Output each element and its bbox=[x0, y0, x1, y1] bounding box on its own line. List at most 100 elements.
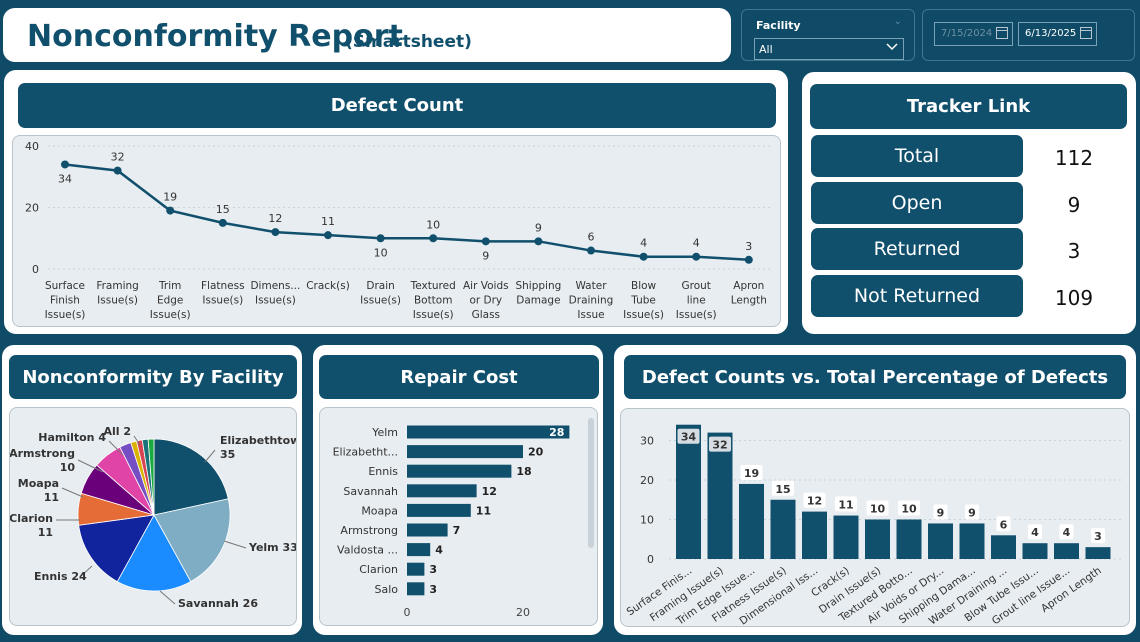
slice-label: Ennis 24 bbox=[34, 570, 87, 583]
facility-pie-chart: Elizabethtown35 Yelm 33 Savannah 26 Ennis 2… bbox=[9, 425, 308, 610]
data-label: 4 bbox=[1063, 526, 1071, 539]
data-label-bg bbox=[866, 500, 889, 516]
slice-label: Elizabethtown35 bbox=[220, 434, 296, 461]
repair-cost-panel: Repair Cost 0 20 Yelm 28 Elizabetht... 20 Enni… bbox=[313, 345, 603, 635]
bar bbox=[896, 519, 922, 559]
data-point bbox=[113, 166, 122, 175]
slice-label: Hamilton 4 bbox=[38, 431, 106, 444]
open-value: 9 bbox=[1067, 193, 1081, 217]
y-tick-label: 10 bbox=[640, 514, 654, 527]
x-tick-label: Drain Issue(s) bbox=[360, 280, 401, 307]
total-button[interactable]: Total bbox=[811, 135, 1023, 177]
bar bbox=[1022, 543, 1048, 559]
data-point bbox=[166, 206, 175, 215]
calendar-icon[interactable] bbox=[1080, 27, 1092, 39]
x-tick-label: Air Voids or Dry Glass bbox=[463, 280, 509, 321]
pie-slice bbox=[147, 438, 155, 516]
data-label: 6 bbox=[588, 231, 595, 244]
date-range-slicer: 7/15/2024 6/13/2025 bbox=[922, 9, 1135, 61]
slice-label: Moapa 11 bbox=[18, 477, 59, 504]
category-label: Elizabetht... bbox=[333, 446, 398, 459]
bar bbox=[407, 562, 425, 576]
returned-button[interactable]: Returned bbox=[811, 228, 1023, 270]
data-label: 12 bbox=[807, 495, 822, 508]
bar bbox=[407, 425, 570, 439]
data-label: 19 bbox=[163, 191, 177, 204]
data-label-bg bbox=[1059, 524, 1074, 540]
end-date-value: 6/13/2025 bbox=[1025, 28, 1077, 39]
end-date-input[interactable]: 6/13/2025 bbox=[1018, 22, 1097, 46]
x-tick-label: Framing Issue(s) bbox=[96, 280, 139, 307]
defect-count-chart-area: 0 20 40 34 32 19 15 12 11 10 10 9 9 6 4 4 3 Surface Finish… bbox=[12, 135, 781, 327]
x-tick-label: Flatness Issue(s) bbox=[201, 280, 245, 307]
data-label: 3 bbox=[745, 240, 752, 253]
x-tick-label: 0 bbox=[404, 606, 411, 619]
open-button[interactable]: Open bbox=[811, 182, 1023, 224]
repair-cost-bar-chart: 0 20 Yelm 28 Elizabetht... 20 Ennis 18 Savannah 1… bbox=[333, 425, 570, 619]
y-tick-label: 0 bbox=[647, 553, 654, 566]
calendar-icon[interactable] bbox=[996, 27, 1008, 39]
data-label-bg bbox=[803, 492, 826, 508]
data-label: 15 bbox=[216, 203, 230, 216]
callout-line bbox=[77, 459, 104, 473]
x-tick-label: Trim Edge Issue(s) bbox=[150, 280, 191, 321]
callout-line bbox=[204, 449, 216, 463]
x-tick-label: Water Draining Issue bbox=[569, 280, 614, 321]
data-point bbox=[692, 252, 701, 261]
x-tick-label: Crack(s) bbox=[306, 280, 350, 292]
data-label-bg bbox=[1028, 524, 1042, 540]
y-tick-label: 30 bbox=[640, 435, 654, 448]
bar bbox=[833, 515, 859, 559]
defect-count-header: Defect Count bbox=[18, 83, 776, 128]
data-point bbox=[744, 255, 753, 264]
bar bbox=[407, 523, 448, 537]
by-facility-chart-area: Elizabethtown35 Yelm 33 Savannah 26 Ennis 2… bbox=[9, 407, 308, 626]
category-label: Armstrong bbox=[340, 524, 398, 537]
x-tick-label: 20 bbox=[516, 606, 530, 619]
data-label: 9 bbox=[535, 221, 542, 234]
x-tick-label: Textured Bottom Issue(s) bbox=[410, 280, 456, 321]
data-label-bg bbox=[709, 436, 731, 452]
facility-label: Facility bbox=[756, 19, 801, 32]
bar bbox=[676, 424, 701, 559]
data-label: 10 bbox=[901, 503, 917, 516]
page-subtitle: (Smartsheet) bbox=[345, 32, 472, 52]
x-tick-label: Blow Tube Issue(s) bbox=[623, 280, 664, 321]
category-label: Savannah bbox=[343, 485, 398, 498]
tracker-link-panel: Tracker Link Total 112 Open 9 Returned 3… bbox=[802, 72, 1136, 334]
bar bbox=[865, 519, 890, 559]
defect-count-line-chart: 0 20 40 34 32 19 15 12 11 10 10 9 9 6 4 4 3 Surface Finish… bbox=[25, 140, 773, 321]
data-label-bg bbox=[1091, 528, 1105, 544]
slice-label: Clarion 11 bbox=[10, 512, 53, 539]
bar bbox=[959, 523, 985, 559]
repair-cost-header: Repair Cost bbox=[319, 355, 599, 399]
data-label: 34 bbox=[681, 431, 697, 444]
data-point bbox=[324, 231, 332, 240]
data-label: 32 bbox=[712, 439, 727, 452]
repair-cost-scrollbar[interactable] bbox=[588, 418, 594, 548]
page-title: Nonconformity Report bbox=[27, 19, 403, 54]
repair-cost-chart-area: 0 20 Yelm 28 Elizabetht... 20 Ennis 18 Savannah 1… bbox=[319, 407, 598, 626]
data-label: 3 bbox=[429, 563, 437, 576]
x-tick-label: Grout line Issue(s) bbox=[676, 280, 717, 321]
bar bbox=[1054, 543, 1079, 559]
not-returned-button[interactable]: Not Returned bbox=[811, 275, 1023, 317]
pie-slice bbox=[153, 438, 229, 516]
returned-value: 3 bbox=[1067, 239, 1081, 263]
y-tick-label: 40 bbox=[25, 140, 39, 153]
data-label: 20 bbox=[528, 446, 544, 459]
bar bbox=[407, 484, 477, 498]
data-label: 9 bbox=[937, 506, 945, 519]
facility-dropdown[interactable]: All bbox=[754, 38, 904, 60]
facility-selected-value: All bbox=[759, 43, 773, 56]
data-label: 9 bbox=[482, 249, 489, 262]
tracker-link-button[interactable]: Tracker Link bbox=[810, 84, 1127, 129]
callout-line bbox=[159, 590, 176, 605]
bar bbox=[407, 582, 425, 596]
start-date-input[interactable]: 7/15/2024 bbox=[934, 22, 1013, 46]
callout-line bbox=[223, 540, 247, 549]
data-point bbox=[639, 252, 648, 261]
callout-line bbox=[133, 435, 141, 446]
pie-slice bbox=[153, 498, 231, 583]
